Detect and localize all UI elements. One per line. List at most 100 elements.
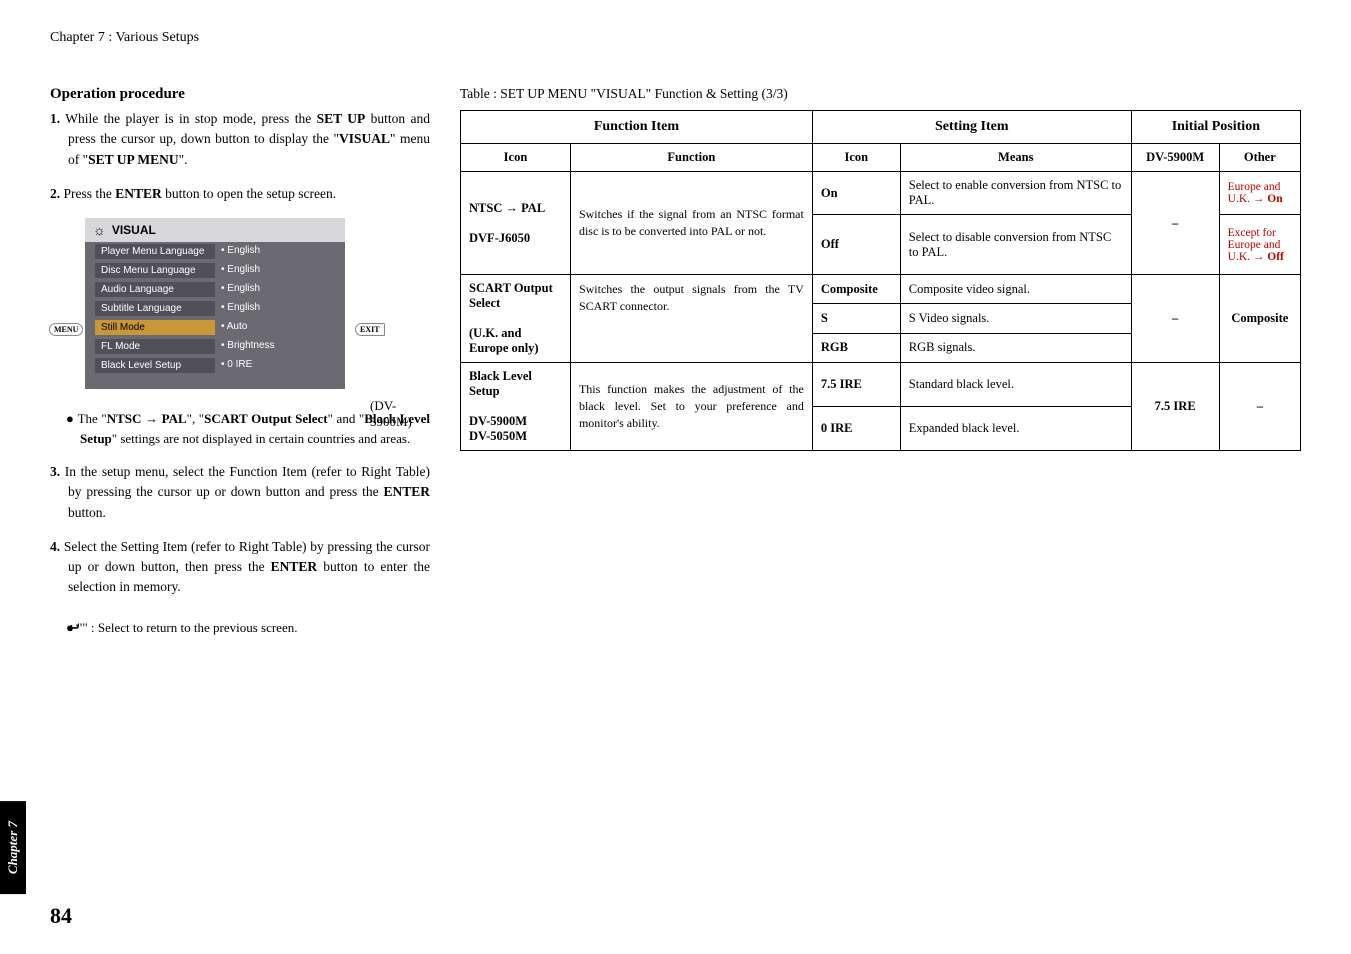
th-initial-position: Initial Position [1131,111,1300,144]
settings-table: Function Item Setting Item Initial Posit… [460,110,1301,451]
step-1-bold-3: SET UP MENU [88,152,179,167]
osd-model-label: (DV-5900M) [370,398,430,430]
th-icon2: Icon [812,144,900,172]
bullet1-b1b: PAL [158,411,187,426]
th-function: Function [570,144,812,172]
cell-setting-s: S [812,304,900,333]
th-function-item: Function Item [461,111,813,144]
cell-means-off: Select to disable conversion from NTSC t… [900,215,1131,275]
osd-row-label: Still Mode [95,320,215,335]
osd-row-label: Player Menu Language [95,244,215,259]
chapter-tab: Chapter 7 [0,801,26,894]
cell-init2-blacklevel: – [1219,363,1300,451]
osd-menu-tag: MENU [49,323,83,336]
osd-screenshot: MENU EXIT ☼ VISUAL Player Menu Language•… [85,218,430,389]
scart-region: (U.K. and Europe only) [469,326,539,355]
bullet1-b1: NTSC [107,411,145,426]
ntsc-label: NTSC [469,201,505,215]
cell-setting-composite: Composite [812,275,900,304]
arrow-icon: → [505,201,518,215]
table-row: NTSC → PAL DVF-J6050 Switches if the sig… [461,172,1301,215]
cell-means-0ire: Expanded black level. [900,407,1131,451]
osd-row-value: • English [215,281,335,298]
main-content: Operation procedure 1. While the player … [50,86,1301,651]
cell-setting-on: On [812,172,900,215]
osd-row-label: Audio Language [95,282,215,297]
step-2-num: 2. [50,186,60,201]
step-2-bold-1: ENTER [115,186,162,201]
cell-icon-scart: SCART Output Select (U.K. and Europe onl… [461,275,571,363]
cell-icon-ntscpal: NTSC → PAL DVF-J6050 [461,172,571,275]
cell-setting-75ire: 7.5 IRE [812,363,900,407]
cell-icon-blacklevel: Black Level Setup DV-5900M DV-5050M [461,363,571,451]
cell-means-75ire: Standard black level. [900,363,1131,407]
blacklevel-m1: DV-5900M [469,414,527,428]
th-other: Other [1219,144,1300,172]
osd-row-label: Subtitle Language [95,301,215,316]
osd-row-value: • English [215,262,335,279]
cell-init2-scart: Composite [1219,275,1300,363]
osd-row-value: • Brightness [215,338,335,355]
cell-func-scart: Switches the output signals from the TV … [570,275,812,363]
osd-row: Audio Language• English [85,280,345,299]
osd-row-value: • 0 IRE [215,357,335,374]
init2a-bold: On [1264,193,1282,205]
osd-row-value: • Auto [215,319,335,336]
sun-icon: ☼ [93,222,106,238]
step-2-text-a: Press the [64,186,116,201]
chapter-header: Chapter 7 : Various Setups [50,30,1301,46]
osd-row: Still Mode• Auto [85,318,345,337]
osd-row-label: Disc Menu Language [95,263,215,278]
arrow-icon: → [1253,193,1265,205]
cell-means-composite: Composite video signal. [900,275,1131,304]
step-1-bold-2: VISUAL [339,131,390,146]
bullet1-mid2: " and " [328,411,365,426]
bullet1-b2: SCART Output Select [204,411,328,426]
step-4: 4. Select the Setting Item (refer to Rig… [50,537,430,598]
init2b-bold: Off [1264,251,1283,263]
cell-func-ntscpal: Switches if the signal from an NTSC form… [570,172,812,275]
bullet1-mid1: ", " [187,411,204,426]
step-3: 3. In the setup menu, select the Functio… [50,462,430,523]
th-setting-item: Setting Item [812,111,1131,144]
step-2-text-b: button to open the setup screen. [162,186,336,201]
step-2: 2. Press the ENTER button to open the se… [50,184,430,204]
cell-init2-on: Europe and U.K. → On [1219,172,1300,215]
cell-means-s: S Video signals. [900,304,1131,333]
osd-exit-tag: EXIT [355,323,385,336]
cell-means-on: Select to enable conversion from NTSC to… [900,172,1131,215]
step-1-bold-1: SET UP [317,111,366,126]
table-row: SCART Output Select (U.K. and Europe onl… [461,275,1301,304]
step-3-num: 3. [50,464,60,479]
step-3-text-a: In the setup menu, select the Function I… [65,464,430,499]
cell-means-rgb: RGB signals. [900,333,1131,362]
osd-row: Player Menu Language• English [85,242,345,261]
cell-init2-off: Except for Europe and U.K. → Off [1219,215,1300,275]
osd-row-label: FL Mode [95,339,215,354]
osd-panel: ☼ VISUAL Player Menu Language• EnglishDi… [85,218,345,389]
step-3-bold-1: ENTER [383,484,430,499]
arrow-icon: → [1253,251,1265,263]
th-icon: Icon [461,144,571,172]
arrow-icon: → [145,411,158,426]
table-header-row-2: Icon Function Icon Means DV-5900M Other [461,144,1301,172]
osd-title: VISUAL [112,223,156,237]
scart-label: SCART Output Select [469,281,553,310]
step-1-num: 1. [50,111,60,126]
th-means: Means [900,144,1131,172]
cell-init1-blacklevel: 7.5 IRE [1131,363,1219,451]
operation-procedure-title: Operation procedure [50,86,430,103]
cell-setting-0ire: 0 IRE [812,407,900,451]
right-column: Table : SET UP MENU "VISUAL" Function & … [460,86,1301,651]
bullet1-post: " settings are not displayed in certain … [112,431,410,446]
bullet-note-2: ● "↩" : Select to return to the previous… [50,618,430,638]
table-row: Black Level Setup DV-5900M DV-5050M This… [461,363,1301,407]
step-1: 1. While the player is in stop mode, pre… [50,109,430,170]
osd-row-value: • English [215,243,335,260]
cell-setting-off: Off [812,215,900,275]
step-4-bold-1: ENTER [271,559,318,574]
table-header-row-1: Function Item Setting Item Initial Posit… [461,111,1301,144]
osd-title-bar: ☼ VISUAL [85,218,345,242]
blacklevel-m2: DV-5050M [469,429,527,443]
step-4-num: 4. [50,539,60,554]
